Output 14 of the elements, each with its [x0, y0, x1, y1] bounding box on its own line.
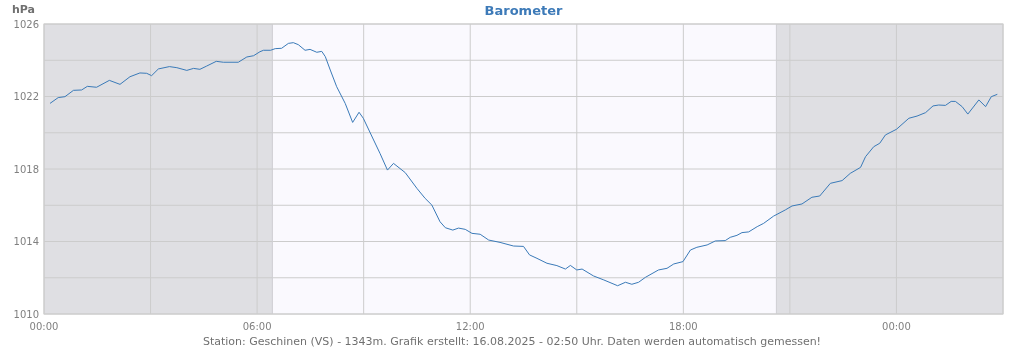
- y-tick-label: 1010: [13, 308, 39, 320]
- y-tick-label: 1022: [13, 91, 39, 102]
- x-tick-label: 00:00: [882, 321, 911, 332]
- line-series: [49, 42, 998, 287]
- x-tick-label: 00:00: [29, 321, 59, 332]
- y-tick-label: 1026: [13, 18, 39, 30]
- chart-title: Barometer: [484, 3, 563, 18]
- x-tick-label: 06:00: [242, 321, 272, 332]
- y-axis-title: hPa: [12, 3, 36, 16]
- y-tick-label: 1018: [13, 163, 39, 175]
- text: Station: Geschinen (VS) - 1343m. Grafik erstellt: 16.08.2025 - 02:50 Uhr. Daten werden automatisch gemessen!: [202, 335, 822, 348]
- x-tick-label: 12:00: [455, 321, 485, 332]
- x-tick-label: 18:00: [668, 321, 698, 332]
- y-tick-label: 1014: [13, 236, 39, 247]
